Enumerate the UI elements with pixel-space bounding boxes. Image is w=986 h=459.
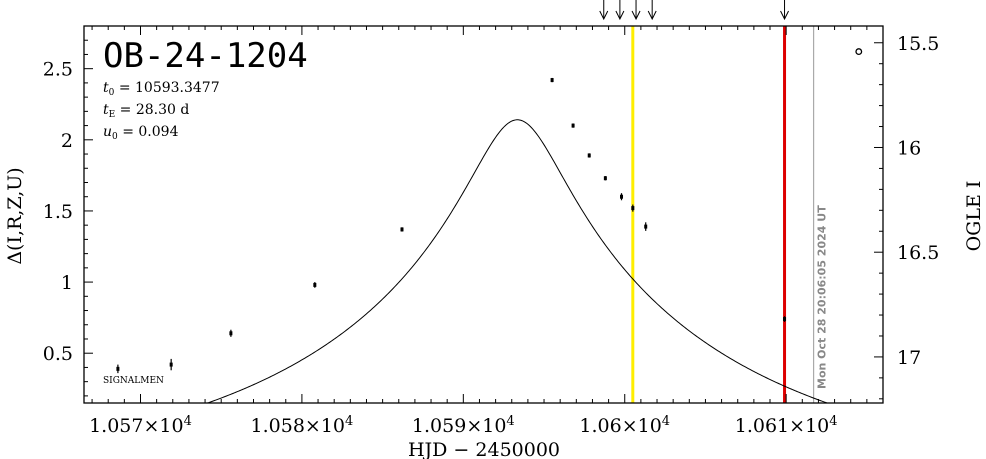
y-left-tick-label-1: 1 xyxy=(61,272,73,294)
arrow-head xyxy=(647,10,657,21)
model-curve xyxy=(84,119,883,404)
point-marker xyxy=(400,227,404,232)
point-marker xyxy=(603,176,607,181)
observation-arrow-4 xyxy=(780,0,789,21)
data-point-11 xyxy=(644,222,648,231)
y-left-tick-label-3: 2 xyxy=(61,130,73,152)
observation-arrow-3 xyxy=(647,0,657,21)
data-point-4 xyxy=(400,227,404,232)
observation-arrow-1 xyxy=(615,0,625,21)
timestamp-label: Mon Oct 28 20:06:05 2024 UT xyxy=(816,205,829,389)
x-tick-label-2: 1.059×104 xyxy=(412,414,515,437)
open-point-0 xyxy=(855,48,863,56)
data-point-6 xyxy=(571,123,575,128)
model-parameter-1: tE = 28.30 d xyxy=(103,102,189,120)
y-right-tick-label-1: 16 xyxy=(897,137,921,159)
data-point-9 xyxy=(620,193,624,201)
model-parameter-0: t0 = 10593.3477 xyxy=(103,80,220,98)
data-point-8 xyxy=(603,176,607,181)
y-left-tick-label-2: 1.5 xyxy=(43,201,73,223)
point-marker xyxy=(631,206,635,211)
event-title: OB-24-1204 xyxy=(103,36,308,76)
data-point-2 xyxy=(229,329,233,337)
x-tick-label-1: 1.058×104 xyxy=(251,414,354,437)
y-left-tick-label-0: 0.5 xyxy=(43,343,73,365)
plot-frame xyxy=(83,25,884,404)
data-point-10 xyxy=(631,204,635,212)
data-point-12 xyxy=(783,316,787,322)
data-point-0 xyxy=(116,364,120,374)
point-marker xyxy=(169,362,173,367)
point-marker xyxy=(550,78,554,83)
y-axis-right-title: OGLE I xyxy=(963,181,985,252)
x-tick-label-0: 1.057×104 xyxy=(89,414,192,437)
data-point-3 xyxy=(313,282,317,288)
y-left-tick-label-4: 2.5 xyxy=(43,59,73,81)
arrow-head xyxy=(780,10,789,21)
y-right-tick-label-2: 16.5 xyxy=(897,242,939,264)
arrow-head xyxy=(631,10,641,21)
model-parameter-2: u0 = 0.094 xyxy=(103,124,179,142)
point-marker xyxy=(644,224,648,229)
point-marker xyxy=(313,282,317,287)
signalmen-note: SIGNALMEN xyxy=(103,376,164,386)
y-right-tick-label-0: 15.5 xyxy=(897,33,939,55)
x-axis-title: HJD − 2450000 xyxy=(408,439,560,459)
data-point-5 xyxy=(550,77,554,83)
point-marker xyxy=(587,153,591,158)
observation-arrow-2 xyxy=(631,0,641,21)
data-point-7 xyxy=(587,153,591,158)
point-marker xyxy=(783,317,787,322)
point-marker xyxy=(571,123,575,128)
arrow-head xyxy=(599,10,609,21)
y-axis-left-title: Δ(I,R,Z,U) xyxy=(4,167,26,264)
point-marker xyxy=(229,331,233,336)
data-point-1 xyxy=(169,358,173,371)
point-marker xyxy=(620,194,624,199)
observation-arrow-0 xyxy=(599,0,609,21)
arrow-head xyxy=(615,10,625,21)
x-tick-label-3: 1.06×104 xyxy=(579,414,670,437)
x-tick-label-4: 1.061×104 xyxy=(735,414,838,437)
y-right-tick-label-3: 17 xyxy=(897,347,921,369)
point-marker xyxy=(116,366,120,371)
